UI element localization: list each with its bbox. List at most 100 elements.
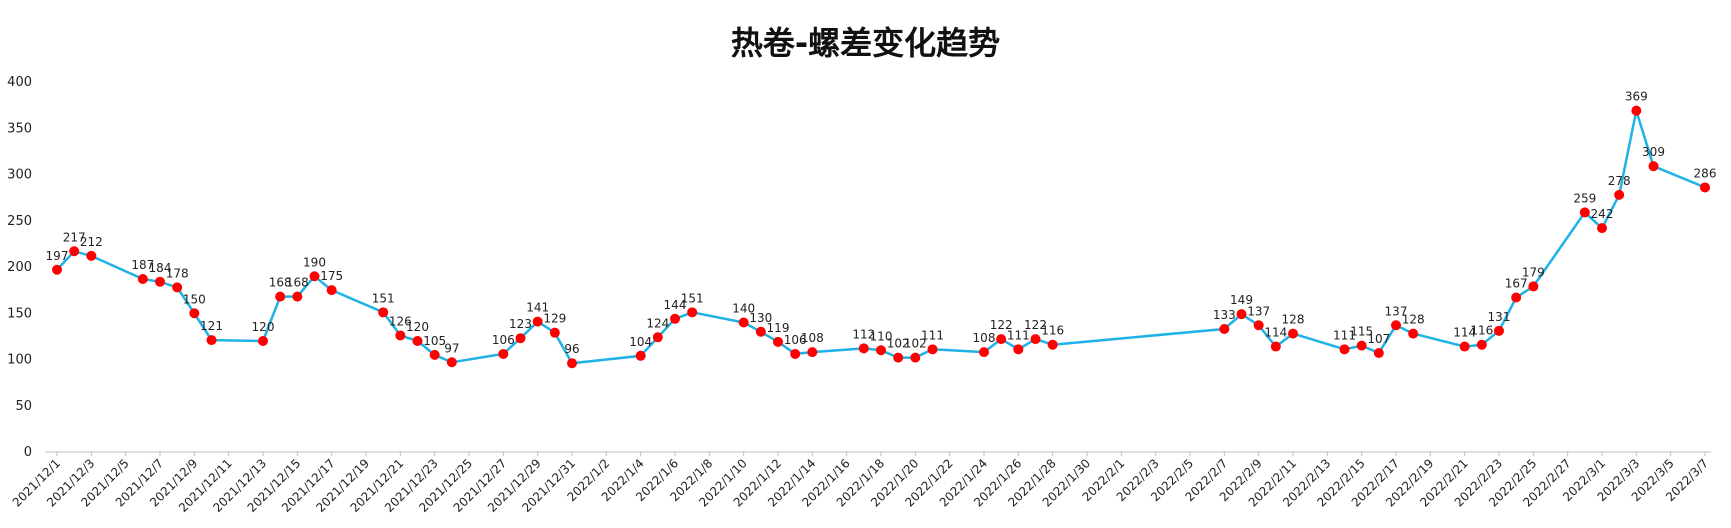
data-point (1013, 344, 1024, 355)
data-point (1408, 328, 1419, 339)
y-tick-label: 100 (7, 353, 32, 368)
data-label: 114 (1453, 326, 1476, 340)
data-point (635, 350, 646, 361)
data-point (1528, 281, 1539, 292)
data-point (515, 333, 526, 344)
data-label: 104 (629, 335, 652, 349)
data-label: 102 (887, 337, 910, 351)
data-label: 151 (681, 291, 704, 305)
data-point (876, 345, 886, 356)
chart-title: 热卷-螺差变化趋势 (730, 24, 1001, 62)
y-tick-label: 50 (15, 399, 32, 414)
data-label: 179 (1522, 265, 1545, 279)
data-label: 122 (1024, 318, 1047, 332)
data-point (1614, 189, 1625, 200)
data-point (755, 326, 766, 337)
data-point (1356, 340, 1367, 351)
data-point (1288, 328, 1298, 339)
data-label: 119 (767, 321, 790, 335)
data-label: 111 (1333, 328, 1356, 342)
data-point (1373, 348, 1384, 359)
data-point (858, 343, 869, 354)
data-label: 96 (564, 342, 579, 356)
data-label: 278 (1608, 174, 1631, 188)
data-label: 123 (509, 317, 532, 331)
data-point (996, 334, 1007, 345)
data-point (69, 246, 80, 257)
data-point (326, 285, 337, 296)
data-point (1597, 223, 1607, 234)
data-point (807, 347, 818, 358)
data-point (1494, 325, 1504, 336)
data-label: 112 (852, 327, 875, 341)
data-label: 131 (1488, 310, 1511, 324)
data-label: 178 (166, 266, 189, 280)
data-label: 111 (1007, 328, 1030, 342)
y-tick-label: 400 (7, 75, 32, 90)
data-label: 128 (1282, 313, 1305, 327)
data-label: 121 (200, 319, 223, 333)
y-tick-label: 350 (7, 121, 32, 136)
data-label: 187 (131, 258, 154, 272)
data-point (292, 291, 303, 302)
data-label: 217 (63, 230, 86, 244)
y-tick-label: 300 (7, 168, 32, 183)
data-label: 102 (904, 337, 927, 351)
data-label: 168 (286, 276, 309, 290)
data-point (189, 308, 200, 319)
data-point (652, 332, 663, 343)
data-point (738, 317, 749, 328)
data-label: 286 (1694, 166, 1717, 180)
data-point (567, 358, 577, 369)
data-point (910, 352, 921, 363)
data-label: 150 (183, 292, 206, 306)
data-label: 110 (870, 329, 893, 343)
data-label: 137 (1247, 304, 1270, 318)
data-point (1030, 334, 1041, 345)
data-label: 168 (269, 276, 292, 290)
data-point (86, 250, 97, 261)
data-point (309, 271, 320, 282)
data-point (549, 327, 560, 338)
data-point (1047, 339, 1058, 350)
data-label: 122 (990, 318, 1013, 332)
data-label: 175 (320, 269, 343, 283)
data-label: 129 (543, 312, 566, 326)
data-label: 184 (149, 261, 172, 275)
data-point (687, 307, 698, 318)
data-point (1579, 207, 1590, 218)
y-tick-label: 200 (7, 260, 32, 275)
data-point (1339, 344, 1350, 355)
data-point (1700, 182, 1710, 193)
data-point (137, 274, 148, 285)
data-label: 107 (1367, 332, 1390, 346)
data-point (52, 264, 62, 275)
data-label: 128 (1402, 313, 1425, 327)
data-label: 105 (423, 334, 446, 348)
data-label: 120 (252, 320, 275, 334)
data-label: 115 (1350, 325, 1373, 339)
y-tick-label: 150 (7, 306, 32, 321)
data-point (1219, 323, 1230, 334)
data-label: 106 (492, 333, 515, 347)
data-label: 130 (749, 311, 772, 325)
data-label: 120 (406, 320, 429, 334)
data-point (893, 352, 904, 363)
data-point (927, 344, 938, 355)
data-point (1270, 341, 1281, 352)
data-point (275, 291, 286, 302)
data-point (258, 336, 268, 346)
data-label: 108 (973, 331, 996, 345)
data-point (378, 307, 389, 318)
data-label: 126 (389, 314, 412, 328)
data-label: 133 (1213, 308, 1236, 322)
y-tick-label: 250 (7, 214, 32, 229)
data-label: 190 (303, 255, 326, 269)
data-point (1459, 341, 1470, 352)
data-point (979, 347, 989, 358)
data-label: 309 (1642, 145, 1665, 159)
data-point (172, 282, 183, 293)
data-point (498, 348, 509, 359)
data-label: 212 (80, 235, 103, 249)
